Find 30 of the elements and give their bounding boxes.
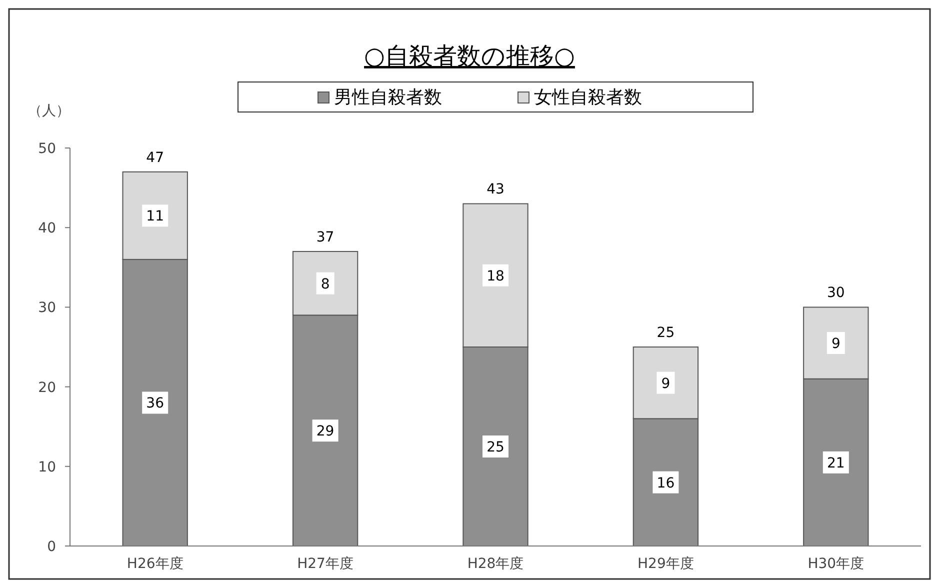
data-label: 11	[146, 208, 164, 225]
y-tick-label: 10	[38, 459, 56, 476]
x-tick-label: H27年度	[297, 556, 354, 572]
data-label: 29	[316, 424, 334, 440]
total-label: 47	[146, 150, 164, 166]
total-label: 43	[486, 182, 504, 198]
legend-label: 女性自殺者数	[534, 87, 642, 108]
x-tick-label: H29年度	[638, 556, 694, 572]
data-label: 8	[320, 276, 330, 292]
y-axis-title: （人）	[28, 103, 70, 119]
data-label: 18	[486, 268, 504, 284]
y-tick-label: 0	[47, 539, 56, 555]
data-label: 9	[831, 336, 840, 352]
total-label: 25	[656, 325, 675, 341]
data-label: 21	[826, 455, 845, 472]
total-label: 37	[316, 229, 334, 246]
total-label: 30	[826, 285, 845, 302]
chart-title: ○自殺者数の推移○	[364, 42, 575, 70]
legend-label: 男性自殺者数	[334, 87, 442, 108]
y-tick-label: 40	[38, 220, 56, 237]
data-label: 16	[656, 475, 675, 492]
data-label: 36	[146, 396, 164, 412]
x-tick-label: H30年度	[808, 556, 864, 572]
data-label: 25	[486, 440, 504, 456]
data-label: 9	[661, 376, 670, 392]
y-tick-label: 20	[38, 380, 56, 396]
y-tick-label: 30	[38, 300, 56, 316]
x-tick-label: H28年度	[467, 556, 524, 572]
y-tick-label: 50	[38, 141, 56, 157]
x-tick-label: H26年度	[126, 556, 184, 572]
